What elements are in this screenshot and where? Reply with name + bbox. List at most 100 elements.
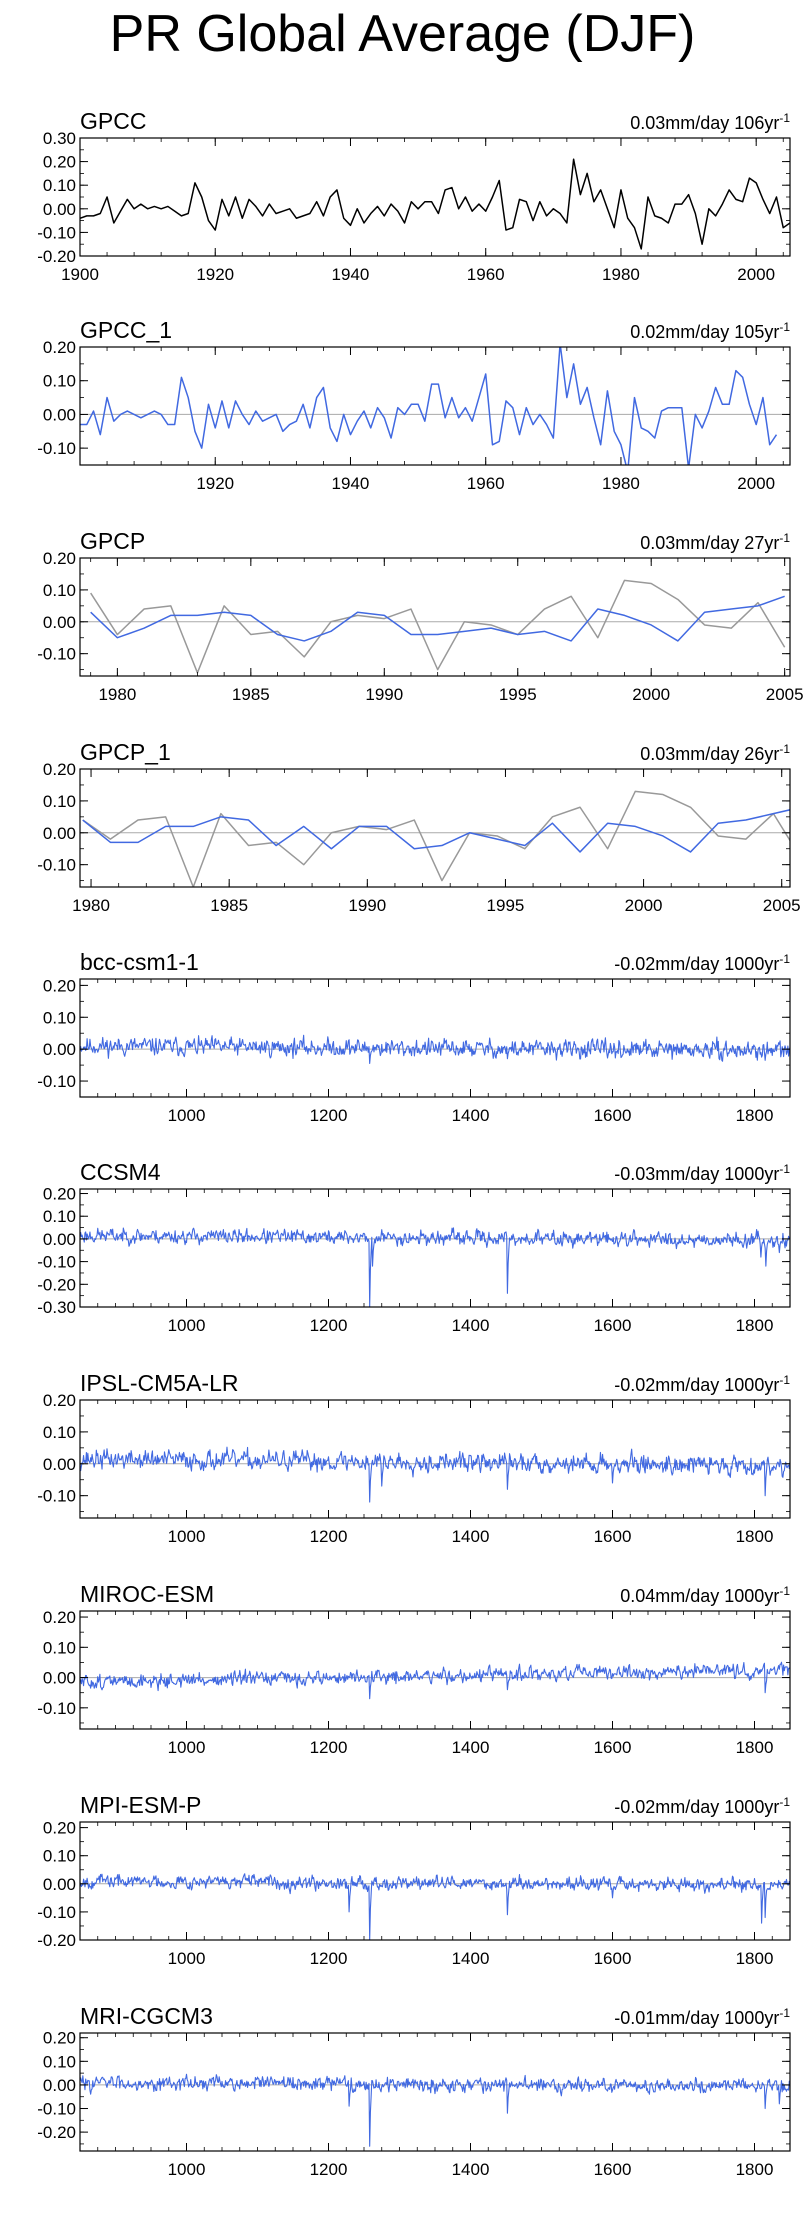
- y-tick-label: 0.10: [43, 1638, 76, 1657]
- trend-label: -0.02mm/day 1000yr-1: [614, 1795, 790, 1817]
- x-tick-label: 1200: [310, 2160, 348, 2179]
- x-tick-label: 2000: [625, 896, 663, 915]
- x-tick-label: 1800: [736, 2160, 774, 2179]
- series-line-1: [80, 1227, 790, 1307]
- chart-panel-1: GPCC 0.03mm/day 106yr-1 1900 1920 1940 1960 19…: [37, 108, 791, 284]
- y-tick-label: -0.10: [37, 2100, 76, 2119]
- x-tick-label: 1400: [452, 1738, 490, 1757]
- y-tick-label: 0.00: [43, 1230, 76, 1249]
- x-tick-label: 1960: [467, 474, 505, 493]
- trend-label: -0.01mm/day 1000yr-1: [614, 2006, 790, 2028]
- trend-label: 0.03mm/day 106yr-1: [630, 111, 790, 133]
- chart-panel-10: MRI-CGCM3 -0.01mm/day 1000yr-1 1000 1200 140…: [37, 2003, 791, 2179]
- x-tick-label: 1200: [310, 1738, 348, 1757]
- trend-label: -0.02mm/day 1000yr-1: [614, 952, 790, 974]
- x-tick-label: 1800: [736, 1527, 774, 1546]
- y-tick-label: -0.20: [37, 1931, 76, 1950]
- panel-title: IPSL-CM5A-LR: [80, 1370, 238, 1396]
- plot-frame: [79, 1188, 791, 1308]
- y-tick-label: 0.20: [43, 549, 76, 568]
- panel-title: MIROC-ESM: [80, 1581, 214, 1607]
- x-tick-label: 1000: [168, 1527, 206, 1546]
- y-tick-label: -0.10: [37, 645, 76, 664]
- x-tick-label: 1600: [594, 1738, 632, 1757]
- x-tick-label: 1000: [168, 1316, 206, 1335]
- y-tick-label: 0.10: [43, 581, 76, 600]
- y-tick-label: 0.20: [43, 1608, 76, 1627]
- x-tick-label: 1400: [452, 2160, 490, 2179]
- series-line-1: [80, 1446, 790, 1503]
- series-line-1: [80, 1661, 790, 1700]
- x-tick-label: 1200: [310, 1316, 348, 1335]
- y-tick-label: -0.30: [37, 1298, 76, 1317]
- panel-title: MPI-ESM-P: [80, 1792, 201, 1818]
- x-tick-label: 1995: [499, 685, 537, 704]
- x-tick-label: 1920: [196, 474, 234, 493]
- x-tick-label: 1985: [232, 685, 270, 704]
- trend-label: 0.03mm/day 27yr-1: [640, 531, 790, 553]
- x-tick-label: 1990: [365, 685, 403, 704]
- x-tick-label: 1920: [196, 265, 234, 284]
- chart-panel-8: MIROC-ESM 0.04mm/day 1000yr-1 1000 1200 1400…: [37, 1581, 791, 1757]
- x-tick-label: 1960: [467, 265, 505, 284]
- x-tick-label: 1980: [602, 474, 640, 493]
- series-line-1: [80, 2073, 790, 2147]
- panel-title: MRI-CGCM3: [80, 2003, 213, 2029]
- y-tick-label: 0.10: [43, 792, 76, 811]
- y-tick-label: -0.20: [37, 1275, 76, 1294]
- figure-title: PR Global Average (DJF): [109, 5, 696, 63]
- x-tick-label: 1400: [452, 1949, 490, 1968]
- y-tick-label: -0.10: [37, 1072, 76, 1091]
- x-tick-label: 1600: [594, 1316, 632, 1335]
- series-line-1: [80, 1873, 790, 1940]
- panel-title: bcc-csm1-1: [80, 949, 199, 975]
- y-tick-label: 0.10: [43, 1847, 76, 1866]
- y-tick-label: 0.00: [43, 824, 76, 843]
- x-tick-label: 1400: [452, 1106, 490, 1125]
- x-tick-label: 1940: [332, 265, 370, 284]
- y-tick-label: 0.20: [43, 976, 76, 995]
- y-tick-label: 0.00: [43, 1040, 76, 1059]
- y-tick-label: 0.00: [43, 1875, 76, 1894]
- y-tick-label: 0.00: [43, 405, 76, 424]
- series-line-1: [80, 347, 778, 465]
- x-tick-label: 1200: [310, 1949, 348, 1968]
- x-tick-label: 2005: [763, 896, 801, 915]
- y-tick-label: 0.20: [43, 1185, 76, 1204]
- plot-frame: [79, 137, 791, 257]
- x-tick-label: 2000: [737, 474, 775, 493]
- y-tick-label: 0.00: [43, 1669, 76, 1688]
- plot-frame: [79, 978, 791, 1098]
- trend-label: -0.03mm/day 1000yr-1: [614, 1162, 790, 1184]
- y-tick-label: 0.20: [43, 1391, 76, 1410]
- x-tick-label: 1980: [72, 896, 110, 915]
- panel-title: GPCC: [80, 108, 146, 134]
- plot-frame: [79, 768, 791, 888]
- y-tick-label: -0.10: [37, 1253, 76, 1272]
- y-tick-label: 0.20: [43, 153, 76, 172]
- series-line-1: [80, 158, 790, 250]
- panel-title: GPCP_1: [80, 739, 171, 765]
- series-line-2: [82, 809, 790, 853]
- x-tick-label: 1995: [487, 896, 525, 915]
- x-tick-label: 1600: [594, 1949, 632, 1968]
- x-tick-label: 1800: [736, 1949, 774, 1968]
- y-tick-label: -0.10: [37, 223, 76, 242]
- panel-title: CCSM4: [80, 1159, 161, 1185]
- x-tick-label: 1000: [168, 2160, 206, 2179]
- y-tick-label: -0.10: [37, 439, 76, 458]
- plot-frame: [79, 1610, 791, 1730]
- y-tick-label: -0.10: [37, 1487, 76, 1506]
- panel-title: GPCC_1: [80, 317, 172, 343]
- x-tick-label: 2000: [737, 265, 775, 284]
- chart-panel-5: bcc-csm1-1 -0.02mm/day 1000yr-1 1000 1200 14…: [37, 949, 791, 1125]
- x-tick-label: 1900: [61, 265, 99, 284]
- x-tick-label: 1600: [594, 1527, 632, 1546]
- x-tick-label: 1800: [736, 1106, 774, 1125]
- trend-label: 0.03mm/day 26yr-1: [640, 742, 790, 764]
- x-tick-label: 1200: [310, 1106, 348, 1125]
- y-tick-label: 0.00: [43, 2076, 76, 2095]
- y-tick-label: 0.20: [43, 2029, 76, 2048]
